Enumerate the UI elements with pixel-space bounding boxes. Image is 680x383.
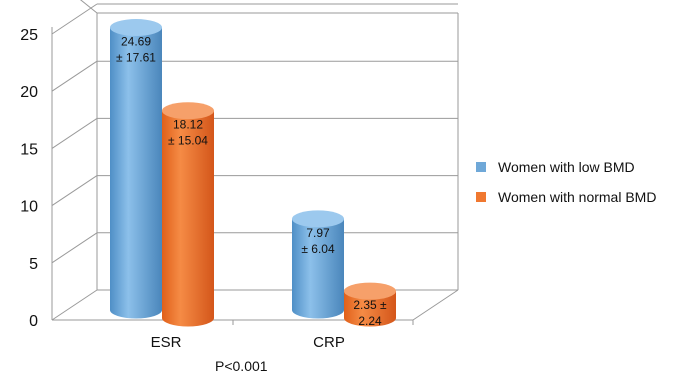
legend-swatch-normal-bmd	[476, 192, 486, 202]
grid-diagonal	[80, 0, 98, 14]
y-tick-label: 25	[20, 27, 38, 44]
data-label: 2.35 ±	[353, 298, 387, 312]
data-label: 7.97	[306, 226, 330, 240]
data-label: 2.24	[358, 314, 382, 328]
data-label: 18.12	[173, 118, 203, 132]
data-label: ± 17.61	[116, 51, 156, 65]
grid-diagonal	[51, 232, 98, 264]
legend-swatch-low-bmd	[476, 162, 486, 172]
y-tick-label: 5	[29, 256, 38, 273]
y-tick-label: 15	[20, 141, 38, 158]
legend-item-low-bmd: Women with low BMD	[476, 152, 656, 182]
p-value-note: P<0.001	[215, 358, 268, 374]
legend-item-normal-bmd: Women with normal BMD	[476, 182, 656, 212]
data-label: ± 15.04	[168, 134, 208, 148]
x-category-label: ESR	[151, 334, 182, 351]
data-label: ± 6.04	[301, 242, 335, 256]
grid-diagonal	[51, 175, 98, 207]
y-tick-label: 10	[20, 199, 38, 216]
x-axis-categories: ESR CRP	[151, 334, 345, 351]
grid-diagonal	[51, 117, 98, 149]
y-tick-label: 0	[29, 313, 38, 330]
y-tick-label: 20	[20, 84, 38, 101]
legend-label-normal-bmd: Women with normal BMD	[498, 189, 657, 205]
grid-diagonal	[51, 289, 98, 321]
grid-diagonal	[51, 60, 98, 92]
legend-label-low-bmd: Women with low BMD	[498, 159, 635, 175]
x-category-label: CRP	[313, 334, 345, 351]
bar-esr-normal-bmd: 18.12 ± 15.04	[162, 102, 214, 327]
bar-crp-normal-bmd: 2.35 ± 2.24	[344, 282, 396, 328]
grid-diagonal	[51, 3, 98, 35]
bars: 24.69 ± 17.61 7.97 ± 6.04 18.12 ± 15.04 2.35 ±…	[110, 19, 396, 328]
y-axis-ticks: 0 5 10 15 20 25	[20, 27, 38, 330]
data-label: 24.69	[121, 35, 151, 49]
bar-esr-low-bmd: 24.69 ± 17.61	[110, 19, 162, 319]
bar-crp-low-bmd: 7.97 ± 6.04	[292, 210, 344, 319]
legend: Women with low BMD Women with normal BMD	[476, 152, 656, 212]
floor-edge-right	[412, 289, 459, 321]
